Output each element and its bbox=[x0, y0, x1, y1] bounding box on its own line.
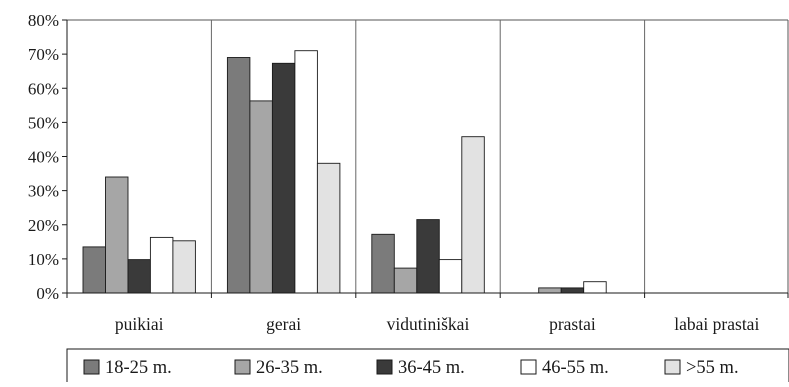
y-tick-label: 70% bbox=[28, 45, 59, 64]
bar bbox=[294, 50, 318, 294]
legend-label: 36-45 m. bbox=[398, 358, 465, 378]
legend-label: 26-35 m. bbox=[256, 358, 323, 378]
bar bbox=[560, 287, 585, 294]
y-tick-label: 20% bbox=[28, 216, 59, 235]
legend: 18-25 m. 26-35 m. 36-45 m. 46-55 m. >55 m. bbox=[66, 348, 789, 387]
x-tick-label: prastai bbox=[549, 314, 596, 334]
bar bbox=[393, 267, 418, 294]
legend-label: 46-55 m. bbox=[542, 358, 609, 378]
bar bbox=[249, 100, 273, 294]
x-tick-label: labai prastai bbox=[674, 314, 759, 334]
bar bbox=[538, 287, 562, 294]
x-tick-label: puikiai bbox=[115, 314, 164, 334]
axis-layer: 0% 10% 20% 30% 40% 50% 60% 70% 80% puikiai gerai vi… bbox=[28, 11, 789, 334]
legend-label: 18-25 m. bbox=[105, 358, 172, 378]
bar bbox=[226, 57, 251, 294]
legend-swatch bbox=[664, 359, 681, 375]
y-tick-label: 0% bbox=[36, 284, 59, 303]
bar bbox=[105, 176, 129, 294]
y-tick-label: 40% bbox=[28, 148, 59, 167]
bar bbox=[82, 246, 106, 294]
y-tick-label: 50% bbox=[28, 113, 59, 132]
legend-label: >55 m. bbox=[686, 358, 739, 378]
bar bbox=[316, 162, 341, 294]
bar bbox=[583, 281, 607, 294]
x-tick-label: vidutiniškai bbox=[387, 314, 470, 334]
legend-swatch bbox=[376, 359, 393, 375]
legend-box bbox=[66, 348, 789, 387]
bar bbox=[438, 259, 463, 294]
bar bbox=[271, 62, 296, 294]
bar bbox=[461, 136, 485, 294]
bar bbox=[371, 233, 395, 294]
bar bbox=[416, 219, 440, 294]
grid-layer bbox=[67, 19, 789, 293]
bars-layer bbox=[82, 50, 607, 294]
y-tick-label: 80% bbox=[28, 11, 59, 30]
bar bbox=[127, 259, 151, 294]
y-tick-label: 30% bbox=[28, 182, 59, 201]
legend-swatch bbox=[83, 359, 100, 375]
legend-swatch bbox=[234, 359, 251, 375]
y-tick-label: 60% bbox=[28, 79, 59, 98]
x-tick-label: gerai bbox=[266, 314, 301, 334]
y-tick-label: 10% bbox=[28, 250, 59, 269]
bar bbox=[172, 240, 196, 294]
legend-swatch bbox=[520, 359, 537, 375]
bar bbox=[149, 236, 174, 294]
